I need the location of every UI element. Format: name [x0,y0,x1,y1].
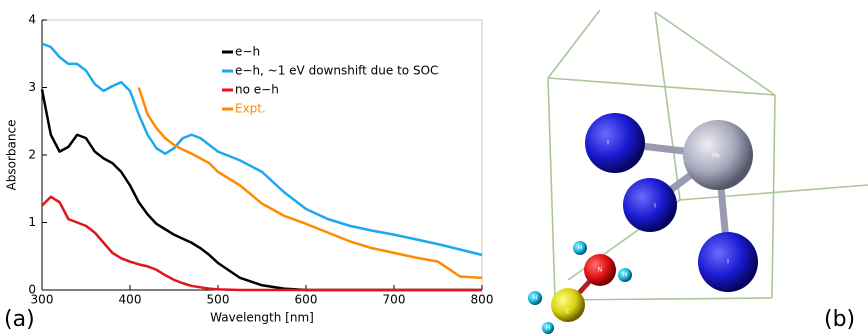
series-line [41,195,482,292]
atom [623,178,677,232]
atom-label: Pb [712,153,720,160]
legend-text: no e−h [235,83,279,97]
y-axis-label: Absorbance [5,120,19,191]
cell-edge [654,11,776,96]
cell-edge [679,184,868,201]
series-line [41,42,483,257]
atom-label: H [546,325,551,332]
x-tick-label: 800 [471,293,494,307]
y-tick-label: 3 [28,80,36,94]
y-tick-label: 2 [28,148,36,162]
atom [585,113,645,173]
cell-edge [547,9,601,79]
cell-edge [554,297,773,301]
y-tick-label: 1 [28,215,36,229]
atom-label: I [607,140,609,147]
x-axis-label: Wavelength [nm] [210,311,314,325]
x-tick-label: 500 [207,293,230,307]
atom-label: C [566,309,570,316]
panel-label: (a) [4,307,35,332]
x-tick-label: 300 [31,293,54,307]
y-tick-label: 4 [28,13,36,27]
atom [698,232,758,292]
atom-label: H [623,272,628,279]
series-line [137,87,483,280]
cell-edge [771,94,776,299]
atom-label: I [654,203,656,210]
atom [584,254,616,286]
plot: Absorbance Wavelength [nm] (a) 300 400 500… [4,13,493,333]
atom [551,288,585,322]
x-tick-label: 400 [119,293,142,307]
atom-label: H [533,295,538,302]
atom [573,241,587,255]
atom-label: N [598,267,603,274]
series-line [40,89,482,292]
x-tick-label: 700 [383,293,406,307]
atom [542,322,554,334]
x-tick-label: 600 [295,293,318,307]
cell-edge [547,77,776,96]
atom-label: H [578,245,583,252]
legend-text: Expt. [235,102,266,116]
legend-text: e−h, ~1 eV downshift due to SOC [235,64,438,78]
structure: I Pb I I N C H H H H (b) [528,9,868,334]
atom [683,120,753,190]
y-tick-label: 0 [28,283,36,297]
atom-label: I [727,259,729,266]
atom [528,291,542,305]
legend-text: e−h [235,45,260,59]
atom [618,268,632,282]
cell-edge [547,77,556,301]
panel-label: (b) [824,307,855,332]
cell-edge [654,11,681,201]
